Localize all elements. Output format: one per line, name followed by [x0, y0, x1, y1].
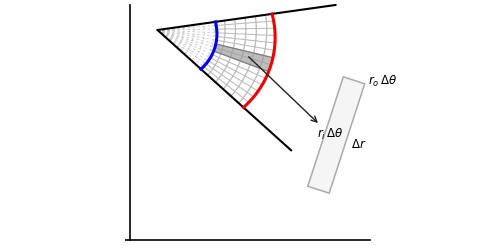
- Text: $\Delta r$: $\Delta r$: [350, 138, 366, 151]
- Text: $r_o\,\Delta\theta$: $r_o\,\Delta\theta$: [368, 74, 398, 89]
- Polygon shape: [308, 77, 364, 193]
- Text: $r_i\,\Delta\theta$: $r_i\,\Delta\theta$: [318, 126, 344, 142]
- Polygon shape: [214, 44, 273, 72]
